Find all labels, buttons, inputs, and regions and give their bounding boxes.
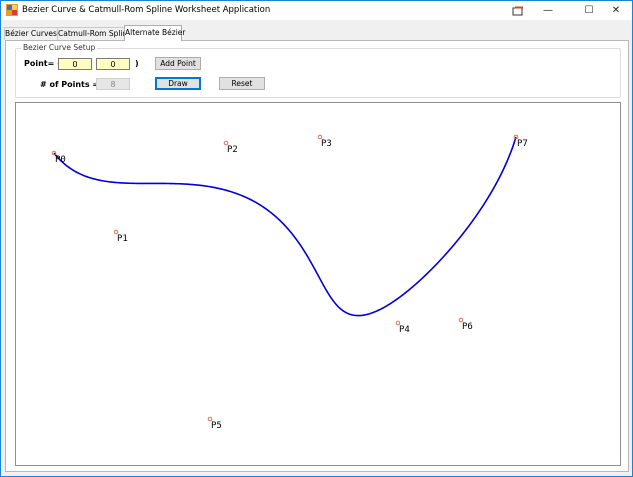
control-point-label: P1 xyxy=(117,234,128,244)
control-point-marker xyxy=(207,416,213,422)
minimize-button[interactable]: — xyxy=(533,1,563,20)
draw-button[interactable]: Draw xyxy=(155,77,201,90)
control-point-marker xyxy=(51,150,57,156)
point-x-input[interactable]: 0 xyxy=(58,58,92,70)
tab-label: Catmull-Rom Splines xyxy=(58,29,136,38)
drawing-canvas[interactable]: P0 P1 P2 P3 P4 P5 P6 P7 xyxy=(15,102,621,466)
point-close-paren: ) xyxy=(135,59,139,68)
restore-window-button[interactable] xyxy=(503,1,533,20)
window-restore-icon xyxy=(512,6,523,15)
control-point-marker xyxy=(513,134,519,140)
close-button[interactable]: ✕ xyxy=(601,1,631,20)
control-point-label: P6 xyxy=(462,322,473,332)
curve-plot: P0 P1 P2 P3 P4 P5 P6 P7 xyxy=(51,134,528,431)
point-y-input[interactable]: 0 xyxy=(96,58,130,70)
control-point-marker xyxy=(395,320,401,326)
point-label: Point= ( xyxy=(24,59,61,68)
tab-label: Alternate Bézier xyxy=(125,28,186,37)
control-point-marker xyxy=(223,140,229,146)
control-point-marker xyxy=(458,317,464,323)
maximize-button[interactable]: ☐ xyxy=(574,1,604,20)
add-point-button[interactable]: Add Point xyxy=(155,57,201,70)
tab-alternate-bezier[interactable]: Alternate Bézier xyxy=(124,25,186,41)
bezier-setup-group: Bezier Curve Setup Point= ( 0 0 ) Add Po… xyxy=(15,43,621,98)
tab-label: Bézier Curves xyxy=(5,29,57,38)
app-icon xyxy=(6,4,18,16)
control-point-label: P5 xyxy=(211,421,222,431)
window-title: Bezier Curve & Catmull-Rom Spline Worksh… xyxy=(22,5,271,15)
bezier-curve xyxy=(53,136,517,317)
control-point-label: P7 xyxy=(517,139,528,149)
reset-button[interactable]: Reset xyxy=(219,77,265,90)
point-count-field: 8 xyxy=(96,78,130,90)
control-points: P0 P1 P2 P3 P4 P5 P6 P7 xyxy=(51,134,528,431)
tab-bezier-curves[interactable]: Bézier Curves xyxy=(4,27,58,40)
minimize-icon: — xyxy=(543,5,553,16)
control-point-marker xyxy=(317,134,323,140)
tab-catmull-rom-splines[interactable]: Catmull-Rom Splines xyxy=(57,27,136,40)
control-point-label: P3 xyxy=(321,139,332,149)
control-point-label: P2 xyxy=(227,145,238,155)
control-point-label: P0 xyxy=(55,155,66,165)
title-bar[interactable]: Bezier Curve & Catmull-Rom Spline Worksh… xyxy=(1,1,632,20)
control-point-label: P4 xyxy=(399,325,410,335)
close-icon: ✕ xyxy=(611,5,621,16)
point-count-label: # of Points = xyxy=(40,80,100,89)
maximize-icon: ☐ xyxy=(584,5,594,16)
control-point-marker xyxy=(113,229,119,235)
alternate-bezier-page: Bezier Curve Setup Point= ( 0 0 ) Add Po… xyxy=(5,40,629,472)
group-title: Bezier Curve Setup xyxy=(21,43,98,52)
